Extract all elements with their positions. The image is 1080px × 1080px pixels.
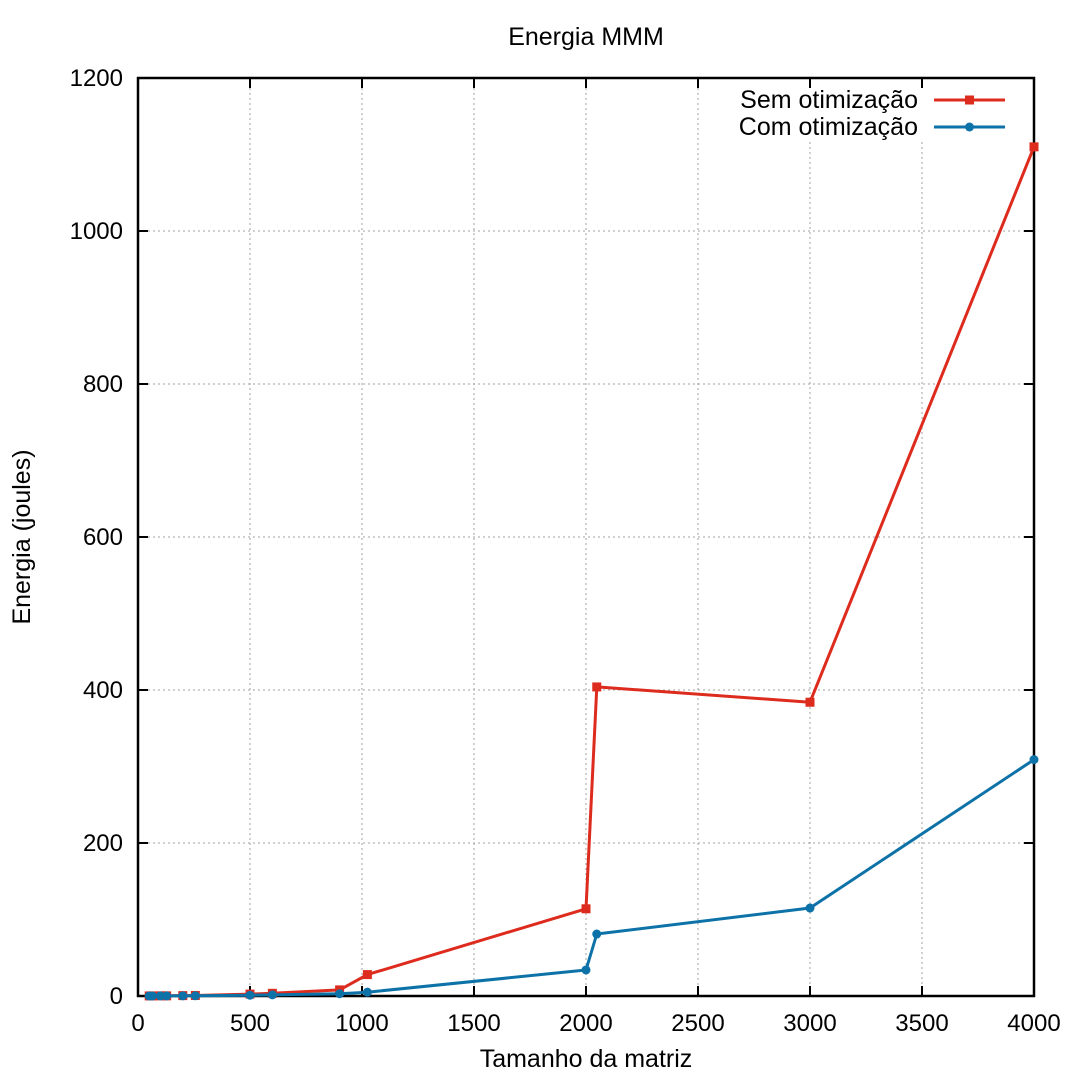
x-axis-title: Tamanho da matriz — [480, 1045, 693, 1073]
y-axis-title: Energia (joules) — [8, 449, 36, 624]
data-point-sem-otimizacao — [592, 682, 602, 692]
y-tick-label: 1200 — [70, 65, 123, 92]
x-tick-label: 3500 — [895, 1010, 948, 1037]
grid-lines — [138, 78, 1034, 996]
x-tick-label: 2500 — [671, 1010, 724, 1037]
y-tick-label: 800 — [83, 371, 123, 398]
legend-label-com-otimizacao: Com otimização — [739, 113, 918, 141]
x-tick-label: 3000 — [783, 1010, 836, 1037]
y-tick-label: 200 — [83, 830, 123, 857]
data-point-sem-otimizacao — [805, 697, 815, 707]
data-point-com-otimizacao — [155, 991, 165, 1001]
y-tick-label: 0 — [110, 983, 123, 1010]
y-tick-label: 600 — [83, 524, 123, 551]
x-tick-label: 1500 — [447, 1010, 500, 1037]
y-tick-label: 400 — [83, 677, 123, 704]
data-point-com-otimizacao — [267, 990, 277, 1000]
y-tick-label: 1000 — [70, 218, 123, 245]
data-point-com-otimizacao — [805, 903, 815, 913]
data-point-com-otimizacao — [245, 990, 255, 1000]
data-point-com-otimizacao — [1029, 755, 1039, 765]
tick-labels: 0 500 1000 1500 2000 2500 3000 3500 4000 0 200 400 6… — [70, 65, 1061, 1037]
legend-marker-sem-otimizacao — [965, 95, 974, 105]
data-point-sem-otimizacao — [362, 970, 372, 980]
series-group — [144, 142, 1039, 1001]
chart-title: Energia MMM — [508, 23, 664, 51]
data-point-sem-otimizacao — [1029, 142, 1039, 152]
x-tick-label: 0 — [131, 1010, 144, 1037]
data-point-com-otimizacao — [190, 991, 200, 1001]
x-tick-label: 1000 — [335, 1010, 388, 1037]
x-tick-label: 500 — [230, 1010, 270, 1037]
x-tick-label: 4000 — [1007, 1010, 1060, 1037]
data-point-com-otimizacao — [162, 991, 172, 1001]
legend-marker-com-otimizacao — [965, 122, 974, 132]
data-point-com-otimizacao — [581, 965, 591, 975]
data-point-com-otimizacao — [592, 929, 602, 939]
x-tick-label: 2000 — [559, 1010, 612, 1037]
chart-legend: Sem otimização Com otimização — [739, 86, 1005, 141]
data-point-com-otimizacao — [362, 987, 372, 997]
plot-frame — [136, 76, 1036, 998]
data-point-com-otimizacao — [147, 991, 157, 1001]
data-point-com-otimizacao — [178, 991, 188, 1001]
series-com-otimizacao — [144, 755, 1039, 1001]
data-point-com-otimizacao — [335, 989, 345, 999]
data-point-sem-otimizacao — [581, 904, 591, 914]
legend-label-sem-otimizacao: Sem otimização — [740, 86, 918, 114]
